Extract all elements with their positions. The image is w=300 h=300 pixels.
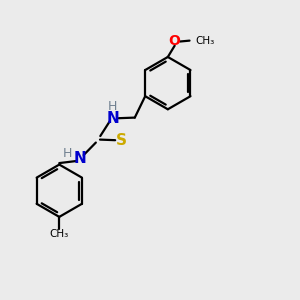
Text: CH₃: CH₃ bbox=[196, 36, 215, 46]
Text: N: N bbox=[74, 151, 86, 166]
Text: H: H bbox=[63, 147, 72, 160]
Text: S: S bbox=[116, 133, 127, 148]
Text: H: H bbox=[108, 100, 117, 113]
Text: O: O bbox=[169, 34, 181, 48]
Text: N: N bbox=[107, 111, 120, 126]
Text: CH₃: CH₃ bbox=[50, 229, 69, 238]
